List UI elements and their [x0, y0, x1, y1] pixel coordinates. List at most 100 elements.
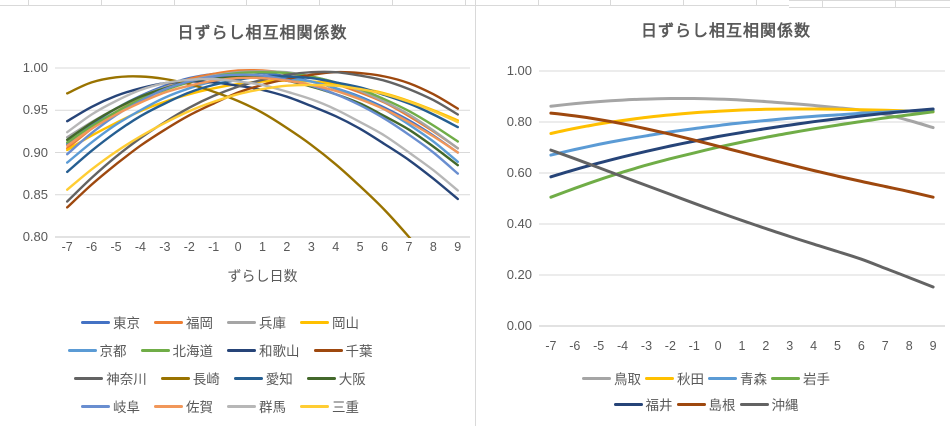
- legend-line-swatch: [233, 376, 263, 380]
- legend-line-swatch: [67, 348, 97, 352]
- x-tick-label: 4: [810, 339, 818, 353]
- legend-item-15[interactable]: 三重: [300, 396, 359, 416]
- legend-label: 鳥取: [614, 372, 641, 387]
- x-tick-label: 0: [714, 339, 722, 353]
- legend-line-swatch: [739, 402, 769, 406]
- x-tick-label: 4: [332, 240, 340, 254]
- legend-item-10[interactable]: 愛知: [233, 368, 293, 388]
- series-line-8[interactable]: [66, 70, 459, 203]
- x-tick-label: -6: [569, 339, 581, 353]
- legend-line-swatch: [300, 320, 329, 324]
- y-tick-label: 0.90: [22, 144, 48, 160]
- spreadsheet-cell-border: [319, 0, 320, 5]
- legend-label: 東京: [113, 316, 140, 331]
- spreadsheet-cell-border: [28, 0, 29, 5]
- x-tick-label: -4: [617, 339, 629, 353]
- series-line-6[interactable]: [549, 148, 935, 289]
- series-line-14[interactable]: [66, 77, 459, 192]
- y-tick-label: 0.85: [22, 186, 48, 202]
- legend-item-3[interactable]: 岩手: [771, 368, 830, 388]
- legend-item-6[interactable]: 和歌山: [227, 340, 300, 360]
- legend-line-swatch: [300, 404, 329, 408]
- legend-label: 兵庫: [259, 316, 286, 331]
- legend-item-1[interactable]: 秋田: [645, 368, 704, 388]
- x-axis-title: ずらし日数: [227, 268, 298, 284]
- legend-item-8[interactable]: 神奈川: [74, 368, 147, 388]
- series-line-5[interactable]: [549, 111, 935, 199]
- legend-label: 大阪: [338, 372, 366, 387]
- legend-item-0[interactable]: 東京: [81, 312, 140, 332]
- legend-row: 鳥取 秋田 青森 岩手: [582, 367, 830, 389]
- x-tick-label: -2: [664, 339, 676, 353]
- legend-line-swatch: [74, 376, 104, 380]
- chart-plot-right[interactable]: [476, 0, 950, 426]
- y-tick-label: 0.80: [22, 229, 48, 244]
- series-line-13[interactable]: [66, 76, 459, 154]
- legend-item-14[interactable]: 群馬: [227, 396, 286, 416]
- series-line-9[interactable]: [66, 75, 458, 297]
- spreadsheet-cell-border: [174, 0, 175, 5]
- legend-label: 福井: [645, 398, 673, 413]
- legend-item-6[interactable]: 沖縄: [739, 394, 799, 414]
- x-tick-label: 6: [381, 240, 389, 254]
- legend-line-swatch: [154, 404, 183, 408]
- x-tick-label: 1: [259, 240, 266, 254]
- chart-panel-right[interactable]: 日ずらし相互相関係数 鳥取 秋田 青森 岩手 福井 島根 沖縄 1.00 0.80 0.60 0.…: [475, 0, 950, 426]
- legend-label: 沖縄: [771, 398, 799, 413]
- legend-item-5[interactable]: 北海道: [140, 340, 213, 360]
- x-tick-label: 8: [905, 339, 913, 353]
- legend-label: 福岡: [186, 316, 213, 331]
- legend-item-0[interactable]: 鳥取: [582, 368, 641, 388]
- legend-line-swatch: [140, 348, 170, 352]
- legend-label: 千葉: [345, 344, 373, 359]
- series-line-4[interactable]: [549, 107, 935, 179]
- x-tick-label: 2: [283, 240, 291, 254]
- legend-line-swatch: [313, 348, 343, 352]
- legend-item-13[interactable]: 佐賀: [154, 396, 213, 416]
- series-line-15[interactable]: [66, 83, 459, 191]
- legend-item-9[interactable]: 長崎: [160, 368, 220, 388]
- y-tick-label: 0.40: [506, 216, 532, 231]
- legend-item-1[interactable]: 福岡: [154, 312, 213, 332]
- legend-line-swatch: [227, 348, 256, 352]
- legend-label: 長崎: [192, 372, 220, 387]
- y-tick-label: 1.00: [506, 63, 532, 78]
- legend-item-3[interactable]: 岡山: [300, 312, 359, 332]
- legend-item-12[interactable]: 岐阜: [81, 396, 140, 416]
- x-tick-label: 3: [307, 240, 315, 254]
- legend-label: 秋田: [677, 372, 704, 387]
- chart-title: 日ずらし相互相関係数: [640, 23, 811, 40]
- legend-item-5[interactable]: 島根: [676, 394, 736, 414]
- legend-line-swatch: [81, 320, 110, 324]
- legend-line-swatch: [160, 376, 190, 380]
- legend-label: 三重: [332, 400, 359, 415]
- legend-row: 京都 北海道 和歌山 千葉: [67, 339, 373, 361]
- x-tick-label: -5: [593, 339, 605, 353]
- x-tick-label: -3: [159, 240, 171, 254]
- series-line-5[interactable]: [66, 70, 459, 144]
- legend-row: 東京 福岡 兵庫 岡山: [81, 311, 359, 333]
- legend-label: 岡山: [332, 316, 359, 331]
- legend-line-swatch: [771, 376, 800, 380]
- legend-row: 岐阜 佐賀 群馬 三重: [81, 395, 359, 417]
- x-tick-label: 9: [929, 339, 937, 353]
- legend-item-11[interactable]: 大阪: [306, 368, 366, 388]
- legend-label: 群馬: [259, 400, 286, 415]
- spreadsheet-cell-border: [683, 0, 684, 5]
- chart-panel-left[interactable]: 日ずらし相互相関係数 ずらし日数 東京 福岡 兵庫 岡山京都 北海道 和歌山 千葉神奈川 長崎…: [0, 0, 475, 426]
- chart-plot-left[interactable]: [0, 0, 475, 426]
- legend-line-swatch: [306, 376, 336, 380]
- legend-item-2[interactable]: 兵庫: [227, 312, 286, 332]
- spreadsheet-cell-border: [756, 0, 757, 5]
- x-tick-label: 1: [738, 339, 746, 353]
- chart-title: 日ずらし相互相関係数: [177, 25, 348, 42]
- series-line-2[interactable]: [549, 108, 935, 157]
- legend-item-7[interactable]: 千葉: [313, 340, 373, 360]
- spreadsheet-row-sliver-left: [0, 0, 789, 6]
- legend-item-2[interactable]: 青森: [708, 368, 767, 388]
- x-tick-label: 5: [834, 339, 841, 353]
- legend-item-4[interactable]: 福井: [613, 394, 673, 414]
- legend-item-4[interactable]: 京都: [67, 340, 127, 360]
- legend-line-swatch: [227, 404, 256, 408]
